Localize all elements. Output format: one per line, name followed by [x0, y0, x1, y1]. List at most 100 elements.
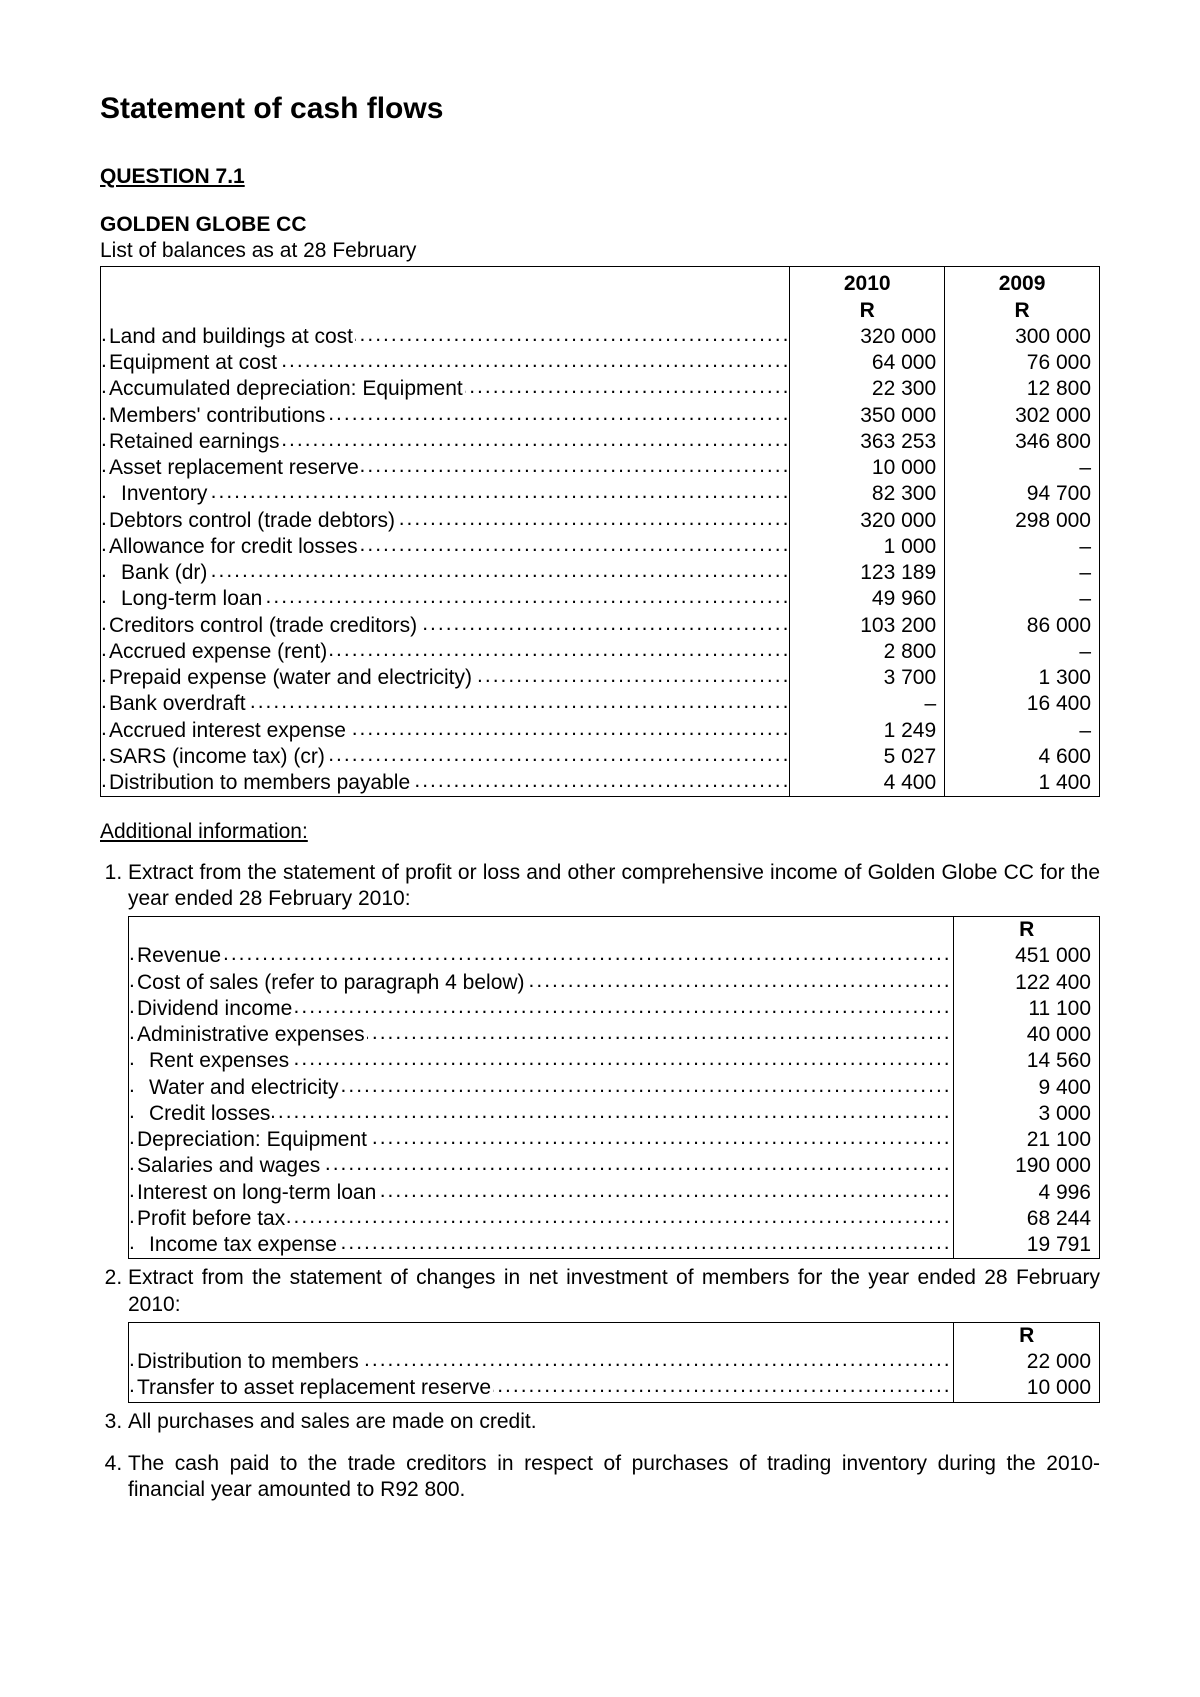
row-value: 320 000: [790, 508, 945, 534]
table-row: Transfer to asset replacement reserve10 …: [129, 1375, 1100, 1402]
row-label: Transfer to asset replacement reserve: [129, 1375, 954, 1402]
row-label: Inventory: [101, 481, 790, 507]
table-row: Administrative expenses40 000: [129, 1022, 1100, 1048]
row-value: 68 244: [954, 1206, 1100, 1232]
table-row: Prepaid expense (water and electricity)3…: [101, 665, 1100, 691]
row-value: 4 400: [790, 770, 945, 797]
row-value: 1 300: [945, 665, 1100, 691]
row-label: Salaries and wages: [129, 1153, 954, 1179]
table-row: Salaries and wages190 000: [129, 1153, 1100, 1179]
table-row: Dividend income11 100: [129, 996, 1100, 1022]
table-row: Asset replacement reserve10 000–: [101, 455, 1100, 481]
page: Statement of cash flows QUESTION 7.1 GOL…: [0, 0, 1200, 1697]
row-value: 21 100: [954, 1127, 1100, 1153]
row-label: Prepaid expense (water and electricity): [101, 665, 790, 691]
row-label: Rent expenses: [129, 1048, 954, 1074]
row-value: 5 027: [790, 744, 945, 770]
row-value: 4 600: [945, 744, 1100, 770]
row-label: Bank overdraft: [101, 691, 790, 717]
row-label: Asset replacement reserve: [101, 455, 790, 481]
row-label: Creditors control (trade creditors): [101, 613, 790, 639]
table-row: Depreciation: Equipment21 100: [129, 1127, 1100, 1153]
page-title: Statement of cash flows: [100, 90, 1100, 128]
info-item-2: Extract from the statement of changes in…: [128, 1265, 1100, 1402]
row-label: Debtors control (trade debtors): [101, 508, 790, 534]
row-value: 22 000: [954, 1349, 1100, 1375]
table-row: Cost of sales (refer to paragraph 4 belo…: [129, 970, 1100, 996]
table-row: Rent expenses14 560: [129, 1048, 1100, 1074]
row-value: 76 000: [945, 350, 1100, 376]
row-label: Profit before tax: [129, 1206, 954, 1232]
row-label: Distribution to members: [129, 1349, 954, 1375]
row-label: Retained earnings: [101, 429, 790, 455]
info-item-1: Extract from the statement of profit or …: [128, 860, 1100, 1260]
row-value: 4 996: [954, 1180, 1100, 1206]
table-row: Creditors control (trade creditors)103 2…: [101, 613, 1100, 639]
changes-investment-table: R Distribution to members22 000Transfer …: [128, 1322, 1100, 1403]
company-name: GOLDEN GLOBE CC: [100, 212, 1100, 238]
col-unit-r-2009: R: [945, 298, 1100, 324]
row-label: Distribution to members payable: [101, 770, 790, 797]
table-row: Accrued expense (rent)2 800–: [101, 639, 1100, 665]
table-row: Distribution to members payable4 4001 40…: [101, 770, 1100, 797]
table-row: Inventory82 30094 700: [101, 481, 1100, 507]
row-label: Interest on long-term loan: [129, 1180, 954, 1206]
balances-table: 2010 2009 R R Land and buildings at cost…: [100, 267, 1100, 797]
col-year-2010: 2010: [790, 267, 945, 297]
row-value: 320 000: [790, 324, 945, 350]
table-row: Long-term loan49 960–: [101, 586, 1100, 612]
row-label: Allowance for credit losses: [101, 534, 790, 560]
row-value: 22 300: [790, 376, 945, 402]
col-unit-r-t2: R: [954, 917, 1100, 944]
row-value: 346 800: [945, 429, 1100, 455]
row-label: Depreciation: Equipment: [129, 1127, 954, 1153]
row-value: 363 253: [790, 429, 945, 455]
row-value: –: [790, 691, 945, 717]
table-row: Accumulated depreciation: Equipment22 30…: [101, 376, 1100, 402]
row-value: –: [945, 455, 1100, 481]
row-value: 123 189: [790, 560, 945, 586]
row-label: SARS (income tax) (cr): [101, 744, 790, 770]
info-item-1-text: Extract from the statement of profit or …: [128, 861, 1100, 910]
row-label: Income tax expense: [129, 1232, 954, 1259]
table-row: Allowance for credit losses1 000–: [101, 534, 1100, 560]
row-value: 3 000: [954, 1101, 1100, 1127]
row-value: 94 700: [945, 481, 1100, 507]
table-row: Distribution to members22 000: [129, 1349, 1100, 1375]
row-value: 190 000: [954, 1153, 1100, 1179]
row-value: –: [945, 639, 1100, 665]
row-value: 16 400: [945, 691, 1100, 717]
row-label: Bank (dr): [101, 560, 790, 586]
table-row: Bank overdraft–16 400: [101, 691, 1100, 717]
row-value: 11 100: [954, 996, 1100, 1022]
additional-info-heading: Additional information:: [100, 819, 1100, 845]
row-value: 298 000: [945, 508, 1100, 534]
table-row: SARS (income tax) (cr)5 0274 600: [101, 744, 1100, 770]
table-row: Credit losses3 000: [129, 1101, 1100, 1127]
table-row: Accrued interest expense1 249–: [101, 718, 1100, 744]
question-label: QUESTION 7.1: [100, 164, 1100, 190]
table-row: Land and buildings at cost320 000300 000: [101, 324, 1100, 350]
row-value: 86 000: [945, 613, 1100, 639]
row-value: 451 000: [954, 943, 1100, 969]
row-value: –: [945, 718, 1100, 744]
row-value: 1 400: [945, 770, 1100, 797]
table-row: Equipment at cost64 00076 000: [101, 350, 1100, 376]
col-unit-r-t3: R: [954, 1322, 1100, 1349]
row-value: –: [945, 586, 1100, 612]
table-row: Water and electricity9 400: [129, 1075, 1100, 1101]
row-label: Accumulated depreciation: Equipment: [101, 376, 790, 402]
table-row: Revenue451 000: [129, 943, 1100, 969]
additional-info-list: Extract from the statement of profit or …: [100, 860, 1100, 1504]
row-value: 300 000: [945, 324, 1100, 350]
row-label: Equipment at cost: [101, 350, 790, 376]
row-label: Water and electricity: [129, 1075, 954, 1101]
row-value: 350 000: [790, 403, 945, 429]
info-item-2-text: Extract from the statement of changes in…: [128, 1266, 1100, 1315]
row-label: Administrative expenses: [129, 1022, 954, 1048]
row-label: Credit losses: [129, 1101, 954, 1127]
col-year-2009: 2009: [945, 267, 1100, 297]
table-row: Retained earnings363 253346 800: [101, 429, 1100, 455]
row-value: 10 000: [790, 455, 945, 481]
row-value: 9 400: [954, 1075, 1100, 1101]
